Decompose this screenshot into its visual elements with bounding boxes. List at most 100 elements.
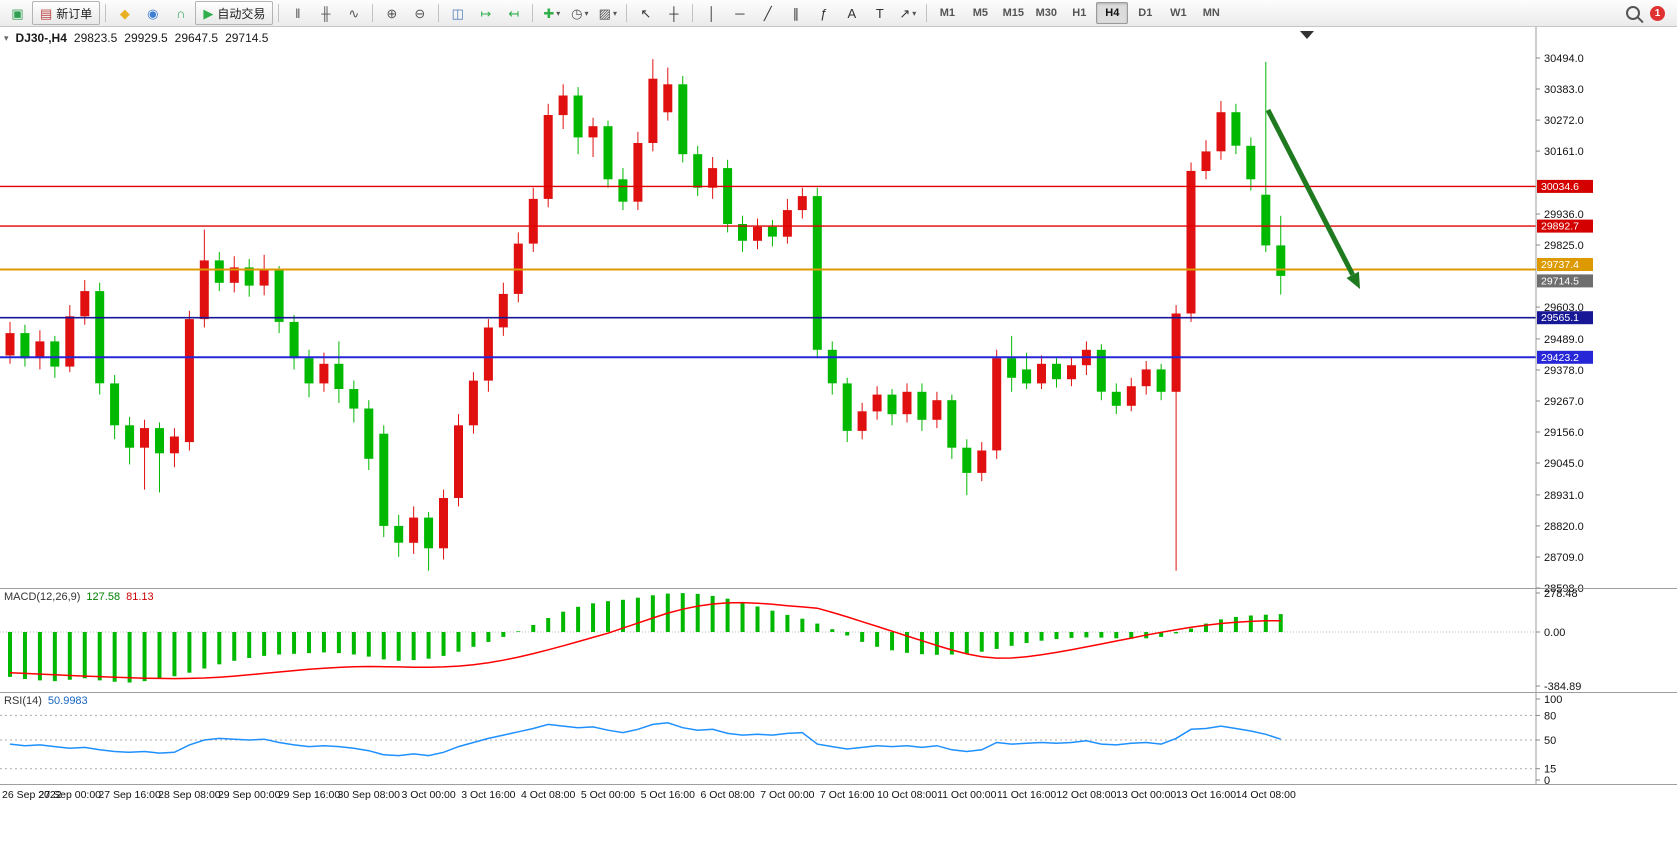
timeframe-mn[interactable]: MN bbox=[1202, 7, 1220, 19]
toolbar-separator bbox=[278, 4, 280, 22]
time-axis: 26 Sep 2022 27 Sep 00:00 27 Sep 16:00 28 Se… bbox=[0, 784, 1677, 807]
support-button[interactable]: ∩ bbox=[167, 1, 194, 25]
macd-panel[interactable]: 278.48 0.00 -384.89 bbox=[0, 588, 1677, 693]
svg-text:0: 0 bbox=[1544, 775, 1550, 787]
time-label: 13 Oct 16:00 bbox=[1175, 789, 1237, 801]
vline-button[interactable]: │ bbox=[698, 1, 725, 25]
vline-icon: │ bbox=[707, 5, 716, 21]
svg-text:50: 50 bbox=[1544, 735, 1556, 747]
community-button[interactable]: ◉ bbox=[139, 1, 166, 25]
zoom-in-button[interactable]: ⊕ bbox=[378, 1, 405, 25]
ohlc-low: 29647.5 bbox=[174, 31, 219, 45]
app-button[interactable]: ▣ bbox=[4, 1, 31, 25]
macd-main-value: 127.58 bbox=[86, 591, 121, 603]
svg-text:29045.0: 29045.0 bbox=[1544, 458, 1584, 470]
timeframe-group: M1 M5 M15 M30 H1 H4 D1 W1 MN bbox=[931, 2, 1227, 24]
svg-text:29714.5: 29714.5 bbox=[1541, 275, 1579, 287]
time-label: 5 Oct 16:00 bbox=[640, 789, 695, 801]
mql5-icon: ◆ bbox=[119, 5, 130, 21]
time-label: 4 Oct 08:00 bbox=[521, 789, 576, 801]
bar-chart-button[interactable]: ‖ bbox=[284, 1, 311, 25]
timeframe-m30[interactable]: M30 bbox=[1035, 7, 1058, 19]
hline-button[interactable]: ─ bbox=[726, 1, 753, 25]
timeframe-d1[interactable]: D1 bbox=[1138, 7, 1153, 19]
templates-button[interactable]: ▨ ▾ bbox=[594, 1, 621, 25]
time-label: 11 Oct 16:00 bbox=[996, 789, 1057, 801]
trendline-icon: ╱ bbox=[763, 5, 772, 21]
time-label: 27 Sep 16:00 bbox=[98, 789, 161, 801]
chart-window[interactable]: 30494.0 30383.0 30272.0 30161.0 29936.0 29825… bbox=[0, 27, 1677, 861]
autotrade-label: 自动交易 bbox=[217, 6, 266, 21]
zoom-out-button[interactable]: ⊖ bbox=[406, 1, 433, 25]
fibonacci-button[interactable]: ƒ bbox=[810, 1, 837, 25]
periods-button[interactable]: ◷ ▾ bbox=[566, 1, 593, 25]
macd-signal-value: 81.13 bbox=[126, 591, 154, 603]
toolbar-buttons: ▣ ▤ 新订单 ◆ ◉ ∩ ▶ 自动交易 ‖ ╫ ∿ ⊕ ⊖ ◫ ↦ ↤ ✚ ▾ ◷ ▾ ▨ ▾ ↖ ┼ │ ─ ╱ ∥ ƒ A T ↗ ▾ bbox=[4, 1, 931, 25]
rsi-value: 50.9983 bbox=[47, 695, 88, 707]
periods-caret-icon: ▾ bbox=[584, 8, 589, 18]
svg-text:29565.1: 29565.1 bbox=[1541, 312, 1579, 324]
label-icon: T bbox=[875, 5, 884, 21]
timeframe-m15[interactable]: M15 bbox=[1002, 7, 1025, 19]
time-label: 11 Oct 00:00 bbox=[937, 789, 997, 801]
autotrade-button[interactable]: ▶ 自动交易 bbox=[195, 1, 274, 25]
channel-icon: ∥ bbox=[792, 5, 800, 21]
ohlc-close: 29714.5 bbox=[225, 31, 269, 45]
time-label: 10 Oct 08:00 bbox=[876, 789, 938, 801]
timeframe-m1[interactable]: M1 bbox=[939, 7, 955, 19]
toolbar-separator bbox=[692, 4, 694, 22]
mql5-button[interactable]: ◆ bbox=[111, 1, 138, 25]
candlestick-button[interactable]: ╫ bbox=[312, 1, 339, 25]
cursor-icon: ↖ bbox=[640, 5, 652, 21]
timeframe-h4[interactable]: H4 bbox=[1096, 2, 1129, 24]
new-order-button[interactable]: ▤ 新订单 bbox=[32, 1, 101, 25]
chart-menu-icon[interactable]: ▾ bbox=[4, 32, 9, 43]
hline-icon: ─ bbox=[735, 5, 745, 21]
text-button[interactable]: A bbox=[838, 1, 865, 25]
candlestick-icon: ╫ bbox=[321, 5, 331, 21]
time-label: 12 Oct 08:00 bbox=[1056, 789, 1117, 801]
channel-button[interactable]: ∥ bbox=[782, 1, 809, 25]
svg-text:28931.0: 28931.0 bbox=[1544, 490, 1584, 502]
time-label: 7 Oct 00:00 bbox=[760, 789, 815, 801]
auto-scroll-button[interactable]: ↦ bbox=[472, 1, 499, 25]
trendline-button[interactable]: ╱ bbox=[754, 1, 781, 25]
auto-scroll-icon: ↦ bbox=[480, 5, 492, 21]
notification-badge[interactable]: 1 bbox=[1650, 5, 1665, 21]
timeframe-h1[interactable]: H1 bbox=[1072, 7, 1087, 19]
ohlc-high: 29929.5 bbox=[124, 31, 168, 45]
chart-shift-button[interactable]: ↤ bbox=[500, 1, 527, 25]
chart-header: ▾ DJ30-,H4 29823.5 29929.5 29647.5 29714… bbox=[4, 31, 268, 45]
time-label: 3 Oct 16:00 bbox=[461, 789, 516, 801]
rsi-panel[interactable]: 100 80 50 150 bbox=[0, 692, 1677, 787]
svg-text:29267.0: 29267.0 bbox=[1544, 396, 1584, 408]
time-label: 3 Oct 00:00 bbox=[401, 789, 456, 801]
label-button[interactable]: T bbox=[866, 1, 893, 25]
toolbar-separator bbox=[438, 4, 440, 22]
toolbar-right: 1 bbox=[1626, 5, 1673, 21]
timeframe-w1[interactable]: W1 bbox=[1170, 7, 1187, 19]
search-icon[interactable] bbox=[1626, 6, 1640, 20]
macd-name: MACD(12,26,9) bbox=[4, 591, 81, 603]
tile-windows-button[interactable]: ◫ bbox=[444, 1, 471, 25]
toolbar-separator bbox=[372, 4, 374, 22]
main-toolbar: ▣ ▤ 新订单 ◆ ◉ ∩ ▶ 自动交易 ‖ ╫ ∿ ⊕ ⊖ ◫ ↦ ↤ ✚ ▾ ◷ ▾ ▨ ▾ ↖ ┼ │ ─ ╱ ∥ ƒ A T ↗ ▾ M… bbox=[0, 0, 1677, 27]
shapes-button[interactable]: ↗ ▾ bbox=[894, 1, 921, 25]
svg-text:80: 80 bbox=[1544, 710, 1556, 722]
timeframe-m5[interactable]: M5 bbox=[972, 7, 988, 19]
svg-text:30161.0: 30161.0 bbox=[1544, 146, 1584, 158]
zoom-in-icon: ⊕ bbox=[386, 5, 398, 21]
line-chart-button[interactable]: ∿ bbox=[340, 1, 367, 25]
templates-caret-icon: ▾ bbox=[612, 8, 617, 18]
crosshair-icon: ┼ bbox=[669, 5, 679, 21]
cursor-button[interactable]: ↖ bbox=[632, 1, 659, 25]
crosshair-button[interactable]: ┼ bbox=[660, 1, 687, 25]
ohlc-open: 29823.5 bbox=[73, 31, 118, 45]
indicators-button[interactable]: ✚ ▾ bbox=[538, 1, 565, 25]
indicators-caret-icon: ▾ bbox=[556, 8, 561, 18]
new-order-label: 新订单 bbox=[56, 6, 93, 21]
price-chart[interactable]: 30494.0 30383.0 30272.0 30161.0 29936.0 29825… bbox=[0, 27, 1677, 595]
svg-text:278.48: 278.48 bbox=[1544, 588, 1578, 600]
svg-text:28820.0: 28820.0 bbox=[1544, 521, 1584, 533]
bar-chart-icon: ‖ bbox=[295, 5, 301, 21]
